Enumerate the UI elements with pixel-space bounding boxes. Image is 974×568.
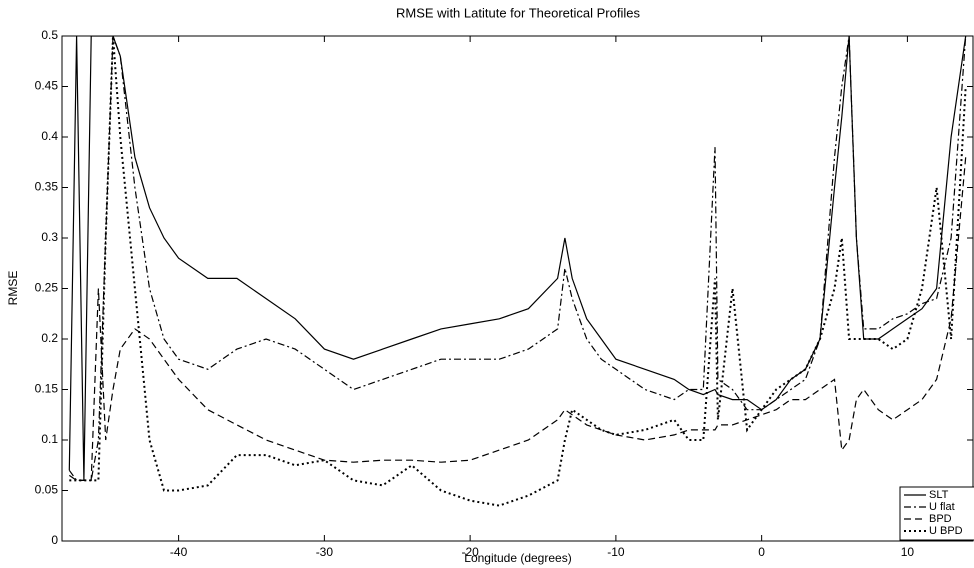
y-tick-label: 0.25 xyxy=(35,281,59,295)
series-line xyxy=(69,36,967,507)
y-tick-label: 0.5 xyxy=(41,28,58,42)
legend-label: U BPD xyxy=(929,525,963,537)
plot-lines xyxy=(68,36,967,507)
series-line xyxy=(68,36,967,481)
y-tick-label: 0.05 xyxy=(35,483,59,497)
y-tick-label: 0.1 xyxy=(41,432,58,446)
legend-label: U flat xyxy=(929,501,955,513)
series-line xyxy=(68,36,967,481)
legend-box xyxy=(899,486,974,541)
x-axis-label: Longitude (degrees) xyxy=(464,551,571,565)
x-tick-label: -20 xyxy=(461,545,479,559)
y-axis-label: RMSE xyxy=(6,271,20,306)
y-tick-label: 0.2 xyxy=(41,331,58,345)
legend-label: SLT xyxy=(929,489,949,501)
x-tick-label: -30 xyxy=(316,545,334,559)
y-tick-label: 0.35 xyxy=(35,180,59,194)
x-tick-label: 10 xyxy=(901,545,915,559)
y-tick-label: 0.15 xyxy=(35,382,59,396)
series-line xyxy=(68,157,967,481)
chart-title: RMSE with Latitute for Theoretical Profi… xyxy=(396,5,640,20)
x-tick-label: -10 xyxy=(607,545,625,559)
y-tick-label: 0.3 xyxy=(41,230,58,244)
y-tick-label: 0.45 xyxy=(35,79,59,93)
y-tick-label: 0.4 xyxy=(41,129,58,143)
legend-label: BPD xyxy=(929,513,952,525)
x-tick-label: -40 xyxy=(170,545,188,559)
x-tick-label: 0 xyxy=(758,545,765,559)
plot-area xyxy=(61,35,974,542)
y-tick-label: 0 xyxy=(51,533,58,547)
